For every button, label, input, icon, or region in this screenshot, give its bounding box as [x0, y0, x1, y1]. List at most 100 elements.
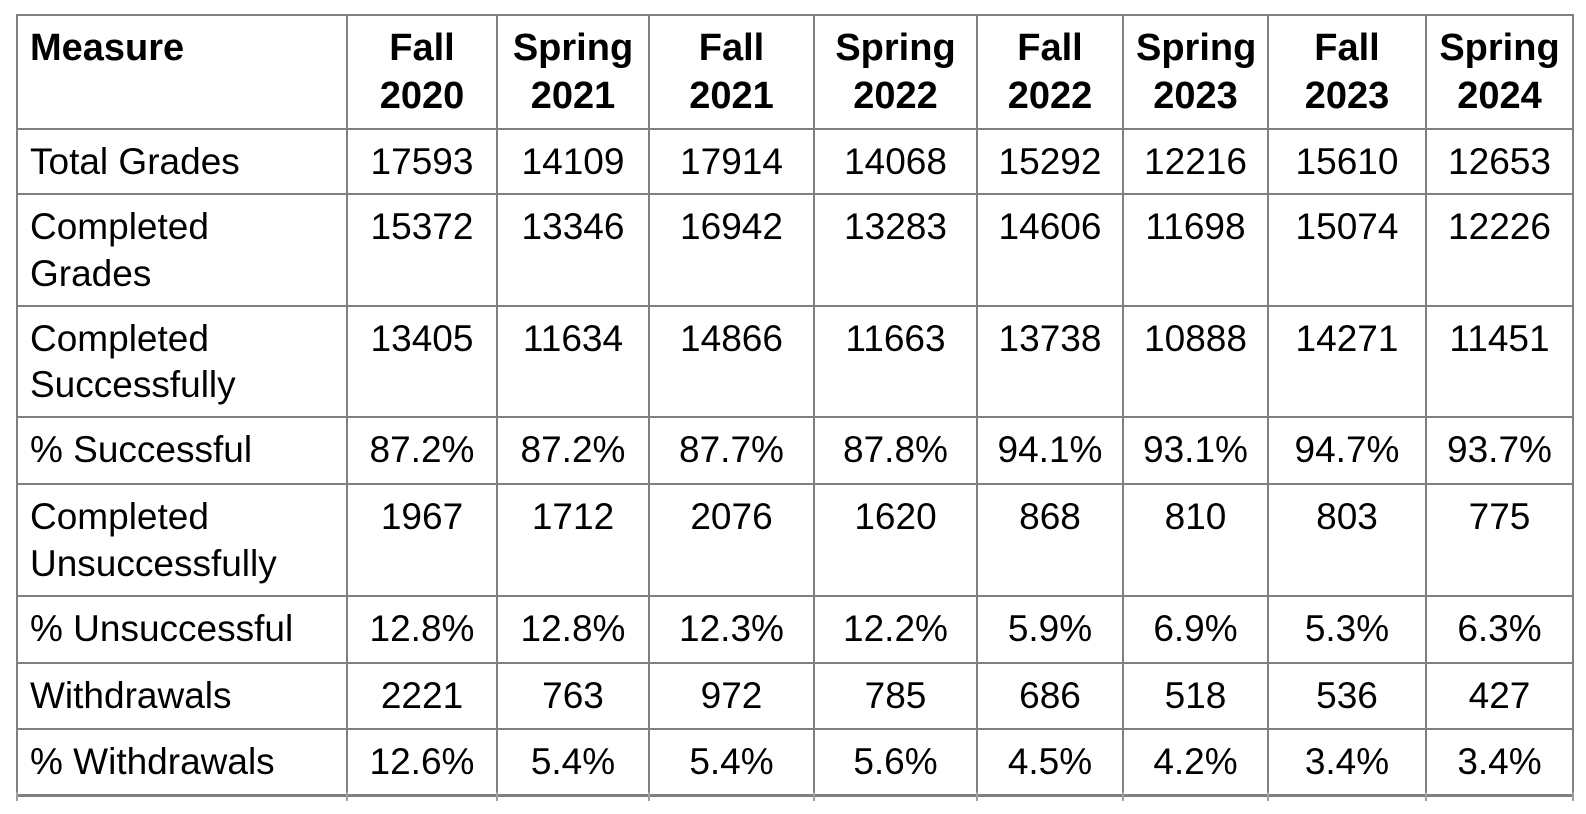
value-cell: 94.7%: [1267, 416, 1427, 486]
value-cell: 518: [1122, 661, 1269, 730]
column-header: Fall 2022: [976, 14, 1124, 130]
value-cell: 5.4%: [496, 727, 650, 798]
cropped-next-row: [16, 792, 1574, 801]
value-cell: 3.4%: [1425, 727, 1574, 798]
stub-cell: [496, 792, 650, 801]
value-cell: 17593: [346, 127, 498, 196]
measure-cell: Withdrawals: [16, 661, 348, 730]
measure-cell: Completed Unsuccessfully: [16, 483, 348, 597]
table-row: Completed Unsuccessfully 1967 1712 2076 1620…: [16, 483, 1574, 597]
value-cell: 763: [496, 661, 650, 730]
value-cell: 15372: [346, 193, 498, 307]
value-cell: 4.2%: [1122, 727, 1269, 798]
value-cell: 12.2%: [813, 594, 978, 664]
value-cell: 785: [813, 661, 978, 730]
value-cell: 87.7%: [648, 416, 815, 486]
value-cell: 93.7%: [1425, 416, 1574, 486]
value-cell: 16942: [648, 193, 815, 307]
header-row: Measure Fall 2020 Spring 2021 Fall 2021 Spri…: [16, 14, 1574, 130]
value-cell: 1712: [496, 483, 650, 597]
table-row: Total Grades 17593 14109 17914 14068 15292 122…: [16, 127, 1574, 196]
value-cell: 93.1%: [1122, 416, 1269, 486]
value-cell: 2076: [648, 483, 815, 597]
value-cell: 12653: [1425, 127, 1574, 196]
value-cell: 4.5%: [976, 727, 1124, 798]
value-cell: 6.9%: [1122, 594, 1269, 664]
value-cell: 803: [1267, 483, 1427, 597]
column-header: Spring 2023: [1122, 14, 1269, 130]
cropped-row-fragment: [16, 792, 1574, 801]
value-cell: 12.6%: [346, 727, 498, 798]
value-cell: 5.6%: [813, 727, 978, 798]
value-cell: 13283: [813, 193, 978, 307]
value-cell: 14109: [496, 127, 650, 196]
grades-table-container: Measure Fall 2020 Spring 2021 Fall 2021 Spri…: [16, 14, 1574, 798]
value-cell: 3.4%: [1267, 727, 1427, 798]
measure-cell: % Withdrawals: [16, 727, 348, 798]
table-row: % Successful 87.2% 87.2% 87.7% 87.8% 94.1% 93.…: [16, 416, 1574, 486]
stub-cell: [1267, 792, 1427, 801]
column-header: Fall 2020: [346, 14, 498, 130]
stub-cell: [1122, 792, 1269, 801]
measure-cell: Completed Successfully: [16, 304, 348, 419]
measure-cell: % Successful: [16, 416, 348, 486]
value-cell: 11698: [1122, 193, 1269, 307]
value-cell: 427: [1425, 661, 1574, 730]
value-cell: 87.2%: [496, 416, 650, 486]
measure-cell: % Unsuccessful: [16, 594, 348, 664]
stub-cell: [813, 792, 978, 801]
value-cell: 17914: [648, 127, 815, 196]
value-cell: 11663: [813, 304, 978, 419]
measure-cell: Total Grades: [16, 127, 348, 196]
stub-cell: [346, 792, 498, 801]
stub-row: [16, 792, 1574, 801]
value-cell: 13405: [346, 304, 498, 419]
stub-cell: [648, 792, 815, 801]
value-cell: 1967: [346, 483, 498, 597]
value-cell: 12226: [1425, 193, 1574, 307]
value-cell: 1620: [813, 483, 978, 597]
value-cell: 6.3%: [1425, 594, 1574, 664]
value-cell: 972: [648, 661, 815, 730]
value-cell: 14271: [1267, 304, 1427, 419]
table-row: Completed Grades 15372 13346 16942 13283 1460…: [16, 193, 1574, 307]
grades-table: Measure Fall 2020 Spring 2021 Fall 2021 Spri…: [16, 14, 1574, 798]
table-body: Total Grades 17593 14109 17914 14068 15292 122…: [16, 127, 1574, 798]
value-cell: 12.8%: [346, 594, 498, 664]
table-row: % Withdrawals 12.6% 5.4% 5.4% 5.6% 4.5% 4.2% 3.…: [16, 727, 1574, 798]
value-cell: 87.2%: [346, 416, 498, 486]
value-cell: 94.1%: [976, 416, 1124, 486]
value-cell: 14866: [648, 304, 815, 419]
value-cell: 15292: [976, 127, 1124, 196]
table-row: Withdrawals 2221 763 972 785 686 518 536 427: [16, 661, 1574, 730]
value-cell: 10888: [1122, 304, 1269, 419]
column-header: Spring 2024: [1425, 14, 1574, 130]
measure-cell: Completed Grades: [16, 193, 348, 307]
value-cell: 5.9%: [976, 594, 1124, 664]
value-cell: 5.3%: [1267, 594, 1427, 664]
stub-cell: [976, 792, 1124, 801]
column-header: Fall 2023: [1267, 14, 1427, 130]
column-header: Fall 2021: [648, 14, 815, 130]
value-cell: 12.8%: [496, 594, 650, 664]
value-cell: 15074: [1267, 193, 1427, 307]
value-cell: 11634: [496, 304, 650, 419]
value-cell: 2221: [346, 661, 498, 730]
value-cell: 775: [1425, 483, 1574, 597]
value-cell: 536: [1267, 661, 1427, 730]
value-cell: 686: [976, 661, 1124, 730]
value-cell: 12216: [1122, 127, 1269, 196]
value-cell: 5.4%: [648, 727, 815, 798]
value-cell: 14606: [976, 193, 1124, 307]
table-row: % Unsuccessful 12.8% 12.8% 12.3% 12.2% 5.9% 6.…: [16, 594, 1574, 664]
value-cell: 13738: [976, 304, 1124, 419]
value-cell: 15610: [1267, 127, 1427, 196]
value-cell: 13346: [496, 193, 650, 307]
table-row: Completed Successfully 13405 11634 14866 116…: [16, 304, 1574, 419]
column-header-measure: Measure: [16, 14, 348, 130]
value-cell: 12.3%: [648, 594, 815, 664]
value-cell: 11451: [1425, 304, 1574, 419]
value-cell: 14068: [813, 127, 978, 196]
value-cell: 868: [976, 483, 1124, 597]
column-header: Spring 2022: [813, 14, 978, 130]
